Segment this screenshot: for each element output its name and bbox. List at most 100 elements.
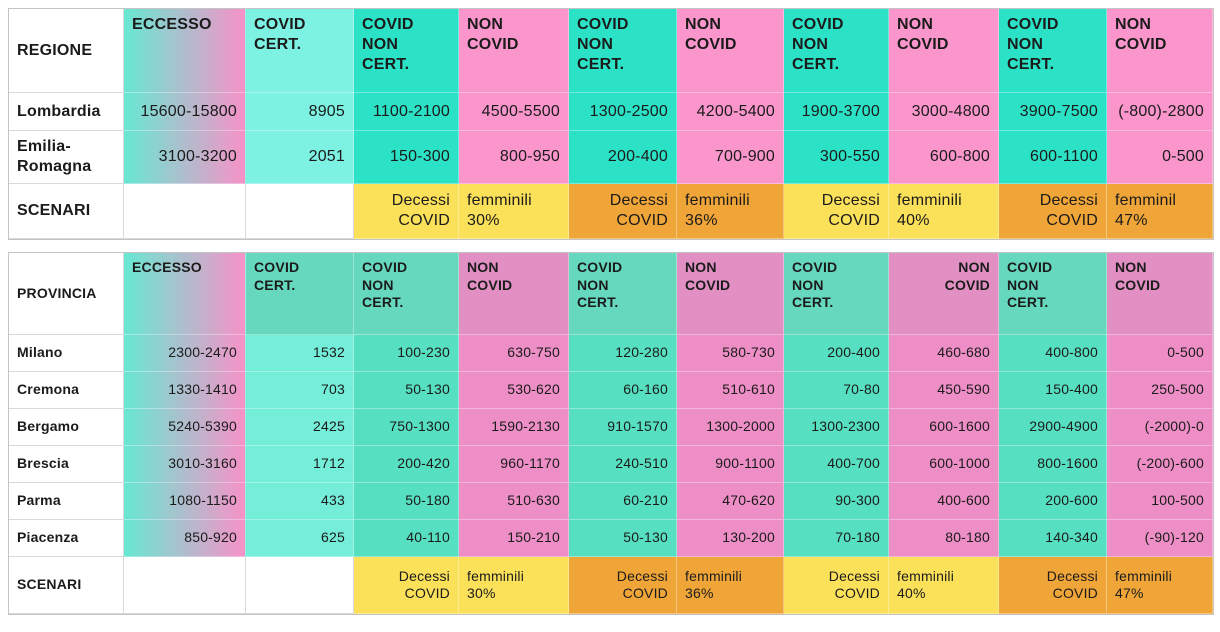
empty-cell (246, 184, 354, 239)
column-header: COVID NON CERT. (569, 253, 677, 335)
column-header: COVID NON CERT. (784, 253, 889, 335)
data-cell: 1590-2130 (459, 409, 569, 446)
data-cell: 400-600 (889, 483, 999, 520)
data-cell: 750-1300 (354, 409, 459, 446)
column-header: COVID NON CERT. (999, 253, 1107, 335)
column-header: NON COVID (889, 253, 999, 335)
data-cell: 460-680 (889, 335, 999, 372)
data-cell: 2425 (246, 409, 354, 446)
data-cell: 450-590 (889, 372, 999, 409)
empty-cell (124, 557, 246, 614)
scenari-row: SCENARI Decessi COVID femminili 30% Decessi… (9, 184, 1213, 239)
column-header: COVID NON CERT. (569, 9, 677, 93)
data-cell: 200-400 (569, 131, 677, 184)
province-table: PROVINCIA ECCESSO COVID CERT. COVID NON CER… (8, 252, 1214, 615)
data-cell: 50-130 (569, 520, 677, 557)
data-cell: 300-550 (784, 131, 889, 184)
data-cell: 3010-3160 (124, 446, 246, 483)
scenario-share-cell: femminili 36% (677, 184, 784, 239)
header-row: REGIONE ECCESSO COVID CERT. COVID NON CERT.… (9, 9, 1213, 93)
table-row: Emilia-Romagna 3100-3200 2051 150-300 800-95… (9, 131, 1213, 184)
row-label: Emilia-Romagna (9, 131, 124, 184)
table-row: Brescia 3010-3160 1712 200-420 960-1170 240-5… (9, 446, 1213, 483)
data-cell: 2300-2470 (124, 335, 246, 372)
data-cell: 3900-7500 (999, 93, 1107, 131)
data-cell: 90-300 (784, 483, 889, 520)
data-cell: 80-180 (889, 520, 999, 557)
data-cell: 100-500 (1107, 483, 1213, 520)
data-cell: 703 (246, 372, 354, 409)
scenari-label: SCENARI (9, 557, 124, 614)
data-cell: 50-130 (354, 372, 459, 409)
data-cell: 700-900 (677, 131, 784, 184)
data-cell: 240-510 (569, 446, 677, 483)
column-header: COVID NON CERT. (784, 9, 889, 93)
scenario-share-cell: femminili 47% (1107, 557, 1213, 614)
data-cell: 800-950 (459, 131, 569, 184)
column-header: ECCESSO (124, 9, 246, 93)
data-cell: 1300-2500 (569, 93, 677, 131)
data-cell: 960-1170 (459, 446, 569, 483)
column-header: NON COVID (677, 9, 784, 93)
data-cell: 250-500 (1107, 372, 1213, 409)
data-cell: 40-110 (354, 520, 459, 557)
scenario-deaths-cell: Decessi COVID (784, 557, 889, 614)
scenario-deaths-cell: Decessi COVID (569, 557, 677, 614)
data-cell: 100-230 (354, 335, 459, 372)
scenario-deaths-cell: Decessi COVID (569, 184, 677, 239)
data-cell: 1080-1150 (124, 483, 246, 520)
data-cell: 850-920 (124, 520, 246, 557)
data-cell: 800-1600 (999, 446, 1107, 483)
data-cell: 4200-5400 (677, 93, 784, 131)
data-cell: 1300-2000 (677, 409, 784, 446)
data-cell: 3100-3200 (124, 131, 246, 184)
regioni-table: REGIONE ECCESSO COVID CERT. COVID NON CERT.… (8, 8, 1214, 240)
column-header: NON COVID (459, 9, 569, 93)
table-row: Lombardia 15600-15800 8905 1100-2100 4500-55… (9, 93, 1213, 131)
scenario-share-cell: femminili 30% (459, 557, 569, 614)
row-label: Parma (9, 483, 124, 520)
scenario-share-cell: femminil 47% (1107, 184, 1213, 239)
data-cell: 8905 (246, 93, 354, 131)
data-cell: 433 (246, 483, 354, 520)
row-label-header: REGIONE (9, 9, 124, 93)
data-cell: 1712 (246, 446, 354, 483)
data-cell: 200-400 (784, 335, 889, 372)
empty-cell (246, 557, 354, 614)
data-cell: 150-400 (999, 372, 1107, 409)
empty-cell (124, 184, 246, 239)
data-cell: 630-750 (459, 335, 569, 372)
column-header: COVID NON CERT. (354, 253, 459, 335)
column-header: NON COVID (1107, 253, 1213, 335)
column-header: COVID NON CERT. (354, 9, 459, 93)
data-cell: 200-420 (354, 446, 459, 483)
column-header: NON COVID (677, 253, 784, 335)
data-cell: 150-300 (354, 131, 459, 184)
data-cell: 900-1100 (677, 446, 784, 483)
data-cell: 400-700 (784, 446, 889, 483)
scenario-share-cell: femminili 30% (459, 184, 569, 239)
row-label-header: PROVINCIA (9, 253, 124, 335)
data-cell: 600-1100 (999, 131, 1107, 184)
row-label: Cremona (9, 372, 124, 409)
scenario-deaths-cell: Decessi COVID (999, 184, 1107, 239)
table-row: Piacenza 850-920 625 40-110 150-210 50-130 130… (9, 520, 1213, 557)
column-header: NON COVID (1107, 9, 1213, 93)
data-cell: 2051 (246, 131, 354, 184)
data-cell: 140-340 (999, 520, 1107, 557)
data-cell: 2900-4900 (999, 409, 1107, 446)
row-label: Bergamo (9, 409, 124, 446)
header-row: PROVINCIA ECCESSO COVID CERT. COVID NON CER… (9, 253, 1213, 335)
data-cell: 510-610 (677, 372, 784, 409)
column-header: NON COVID (889, 9, 999, 93)
data-cell: 625 (246, 520, 354, 557)
table-row: Bergamo 5240-5390 2425 750-1300 1590-2130 910… (9, 409, 1213, 446)
table-row: Cremona 1330-1410 703 50-130 530-620 60-160 51… (9, 372, 1213, 409)
data-cell: 60-160 (569, 372, 677, 409)
data-cell: 0-500 (1107, 335, 1213, 372)
scenario-share-cell: femminili 40% (889, 184, 999, 239)
data-cell: 4500-5500 (459, 93, 569, 131)
scenario-deaths-cell: Decessi COVID (999, 557, 1107, 614)
data-cell: 0-500 (1107, 131, 1213, 184)
